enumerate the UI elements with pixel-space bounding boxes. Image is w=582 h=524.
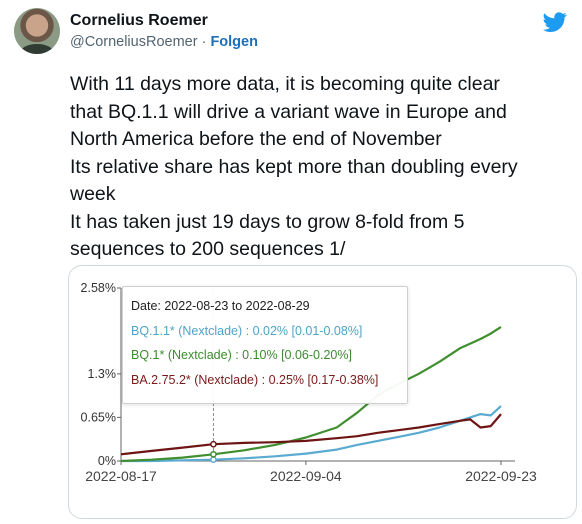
y-tick-label: 1.3% <box>88 367 117 381</box>
hover-point-1 <box>210 450 217 458</box>
author-handle[interactable]: @CorneliusRoemer <box>70 34 198 50</box>
tweet-line: North America before the end of November <box>70 128 442 150</box>
tweet-line: sequences to 200 sequences 1/ <box>70 238 346 260</box>
tweet-text: With 11 days more data, it is becoming q… <box>70 71 575 264</box>
hover-point-2 <box>210 440 217 448</box>
chart-tooltip: Date: 2022-08-23 to 2022-08-29 BQ.1.1* (… <box>122 286 408 404</box>
avatar-shoulders <box>20 44 54 54</box>
x-tick-label: 2022-09-23 <box>465 468 537 484</box>
tweet-line: week <box>70 183 116 205</box>
series-line-1 <box>120 325 502 463</box>
follow-button[interactable]: Folgen <box>210 34 258 50</box>
twitter-bird-icon <box>543 12 567 32</box>
tweet-line: With 11 days more data, it is becoming q… <box>70 73 500 95</box>
hover-point-0 <box>210 456 217 464</box>
author-name[interactable]: Cornelius Roemer <box>70 12 208 29</box>
tweet-line: that BQ.1.1 will drive a variant wave in… <box>70 100 507 123</box>
tooltip-date: Date: 2022-08-23 to 2022-08-29 <box>131 299 310 313</box>
handle-line: @CorneliusRoemer · Folgen <box>70 34 258 50</box>
y-tick-label: 0.65% <box>81 410 116 424</box>
series-line-0 <box>121 405 502 463</box>
y-tick-label: 2.58% <box>81 281 116 295</box>
y-tick-label: 0% <box>98 454 116 468</box>
x-tick-label: 2022-09-04 <box>270 468 342 484</box>
tweet-line: Its relative share has kept more than do… <box>70 155 518 178</box>
handle-separator: · <box>197 34 211 50</box>
variant-share-chart: 2.58% 1.3% 0.65% 0%2022-08-17 2022-09-04 2022… <box>81 281 537 484</box>
tooltip-row-ba2752: BA.2.75.2* (Nextclade) : 0.25% [0.17-0.3… <box>131 372 379 387</box>
chart-media[interactable]: 2.58% 1.3% 0.65% 0% 2022-08-17 2022-09-04 2022… <box>68 265 577 519</box>
tooltip-row-bq1: BQ.1* (Nextclade) : 0.10% [0.06-0.20%] <box>131 348 352 362</box>
x-tick-label: 2022-08-17 <box>85 468 157 484</box>
avatar[interactable] <box>14 8 60 54</box>
tweet-line: It has taken just 19 days to grow 8-fold… <box>70 210 465 233</box>
series-line-2 <box>120 413 502 456</box>
tooltip-row-bq11: BQ.1.1* (Nextclade) : 0.02% [0.01-0.08%] <box>131 323 363 338</box>
